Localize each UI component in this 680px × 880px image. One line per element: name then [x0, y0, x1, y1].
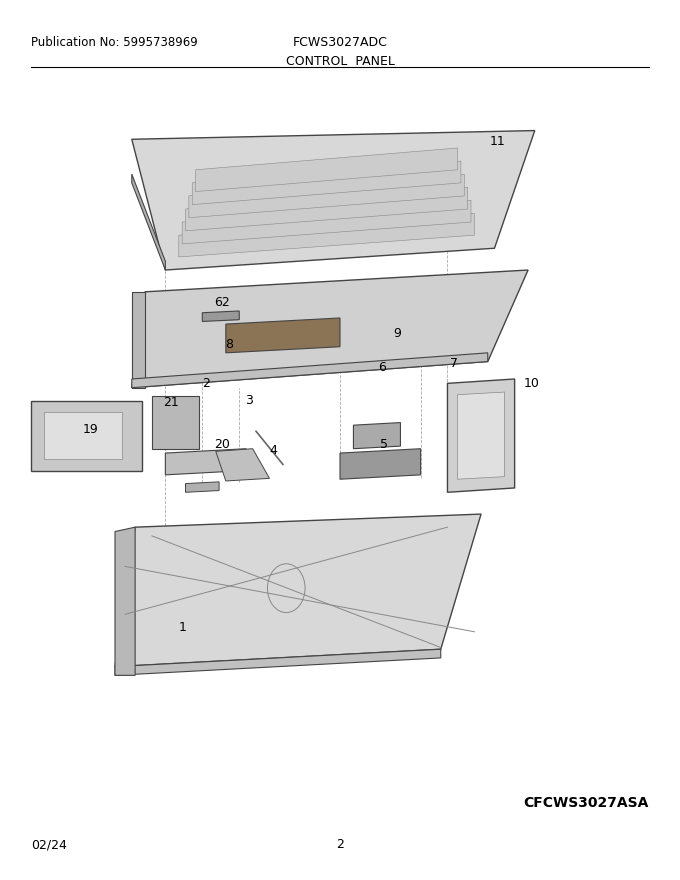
Polygon shape: [115, 514, 481, 667]
Polygon shape: [189, 174, 464, 217]
Polygon shape: [203, 311, 239, 321]
Text: 4: 4: [269, 444, 277, 457]
Text: 21: 21: [163, 396, 179, 409]
Polygon shape: [44, 412, 122, 459]
Text: 62: 62: [215, 296, 231, 309]
Text: 8: 8: [225, 338, 233, 350]
Polygon shape: [192, 161, 461, 205]
Polygon shape: [458, 392, 505, 480]
Text: Publication No: 5995738969: Publication No: 5995738969: [31, 36, 198, 49]
Polygon shape: [182, 201, 471, 244]
Polygon shape: [226, 318, 340, 353]
Polygon shape: [186, 187, 468, 231]
Polygon shape: [186, 482, 219, 492]
Polygon shape: [340, 449, 421, 480]
Polygon shape: [132, 292, 146, 388]
Polygon shape: [132, 174, 165, 270]
Polygon shape: [31, 400, 142, 471]
Polygon shape: [152, 396, 199, 449]
Text: 7: 7: [450, 356, 458, 370]
Text: 1: 1: [178, 621, 186, 634]
Text: FCWS3027ADC: FCWS3027ADC: [292, 36, 388, 49]
Polygon shape: [165, 449, 246, 475]
Polygon shape: [115, 527, 135, 675]
Text: 6: 6: [378, 361, 386, 374]
Text: 10: 10: [524, 377, 539, 390]
Polygon shape: [216, 449, 269, 481]
Polygon shape: [132, 130, 534, 270]
Polygon shape: [179, 213, 475, 257]
Polygon shape: [354, 422, 401, 449]
Text: 2: 2: [202, 377, 209, 390]
Polygon shape: [115, 649, 441, 675]
Text: 19: 19: [82, 423, 98, 436]
Text: 9: 9: [393, 327, 401, 341]
Text: 3: 3: [245, 394, 253, 407]
Text: CFCWS3027ASA: CFCWS3027ASA: [524, 796, 649, 810]
Polygon shape: [132, 270, 528, 388]
Text: 11: 11: [490, 136, 506, 149]
Text: 2: 2: [336, 839, 344, 852]
Polygon shape: [447, 379, 515, 492]
Polygon shape: [196, 148, 458, 192]
Text: 02/24: 02/24: [31, 839, 67, 852]
Polygon shape: [132, 353, 488, 388]
Text: 20: 20: [214, 438, 231, 451]
Text: 5: 5: [379, 438, 388, 451]
Text: CONTROL  PANEL: CONTROL PANEL: [286, 55, 394, 68]
